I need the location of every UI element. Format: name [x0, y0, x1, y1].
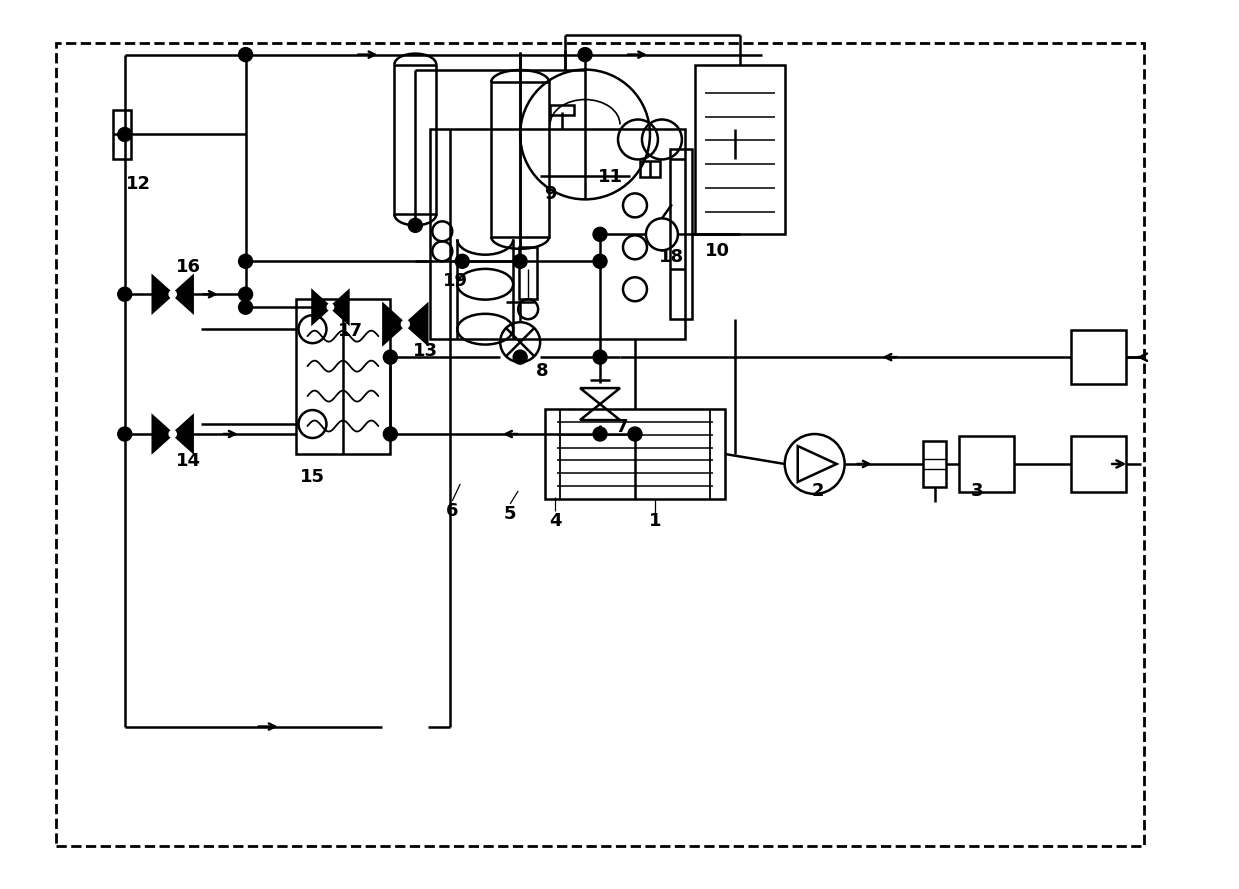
- Bar: [1072, 436, 1126, 492]
- Bar: [519, 247, 538, 300]
- Bar: [491, 82, 549, 236]
- Text: 17: 17: [338, 322, 363, 340]
- Circle shape: [239, 254, 253, 268]
- Circle shape: [383, 427, 398, 441]
- Circle shape: [169, 291, 176, 298]
- Bar: [56, 43, 1144, 846]
- Circle shape: [593, 427, 607, 441]
- Circle shape: [118, 127, 131, 141]
- Polygon shape: [172, 416, 193, 452]
- Text: 1: 1: [649, 512, 662, 530]
- Bar: [959, 436, 1015, 492]
- Circle shape: [239, 48, 253, 61]
- Text: 15: 15: [300, 468, 325, 486]
- Text: 3: 3: [971, 482, 984, 500]
- Text: 7: 7: [616, 418, 628, 436]
- Text: 9: 9: [544, 186, 556, 204]
- Bar: [113, 109, 131, 159]
- Circle shape: [593, 350, 607, 364]
- Bar: [550, 105, 574, 115]
- Polygon shape: [312, 291, 331, 324]
- Bar: [545, 409, 725, 499]
- Circle shape: [118, 287, 131, 301]
- Polygon shape: [152, 276, 172, 312]
- Polygon shape: [172, 276, 193, 312]
- Bar: [430, 130, 685, 340]
- Polygon shape: [383, 304, 405, 344]
- Circle shape: [401, 320, 409, 328]
- Circle shape: [169, 430, 176, 437]
- Circle shape: [239, 287, 253, 301]
- Polygon shape: [405, 304, 427, 344]
- Text: 16: 16: [176, 259, 201, 276]
- Text: 13: 13: [413, 342, 437, 360]
- Bar: [1072, 330, 1126, 384]
- Circle shape: [455, 254, 470, 268]
- Circle shape: [409, 219, 422, 232]
- Circle shape: [513, 254, 527, 268]
- Bar: [394, 65, 436, 214]
- Polygon shape: [152, 416, 172, 452]
- Circle shape: [327, 304, 333, 310]
- Text: 5: 5: [504, 505, 517, 523]
- Circle shape: [593, 228, 607, 241]
- Polygon shape: [331, 291, 348, 324]
- Bar: [695, 65, 784, 235]
- Text: 4: 4: [549, 512, 561, 530]
- Circle shape: [239, 300, 253, 314]
- Bar: [670, 149, 691, 319]
- Bar: [923, 441, 947, 487]
- Circle shape: [383, 350, 398, 364]
- Text: 8: 8: [535, 362, 549, 380]
- Circle shape: [593, 254, 607, 268]
- Text: 6: 6: [446, 502, 458, 520]
- Circle shape: [118, 427, 131, 441]
- Text: 14: 14: [176, 452, 201, 470]
- Text: 2: 2: [812, 482, 824, 500]
- Bar: [296, 300, 390, 454]
- Text: 10: 10: [705, 243, 730, 260]
- Text: 19: 19: [442, 272, 468, 290]
- Polygon shape: [798, 446, 836, 482]
- Circle shape: [628, 427, 642, 441]
- Circle shape: [579, 48, 592, 61]
- Text: 18: 18: [659, 248, 684, 267]
- Text: 12: 12: [126, 175, 151, 194]
- Bar: [641, 162, 660, 178]
- Text: 11: 11: [597, 168, 622, 187]
- Circle shape: [513, 350, 527, 364]
